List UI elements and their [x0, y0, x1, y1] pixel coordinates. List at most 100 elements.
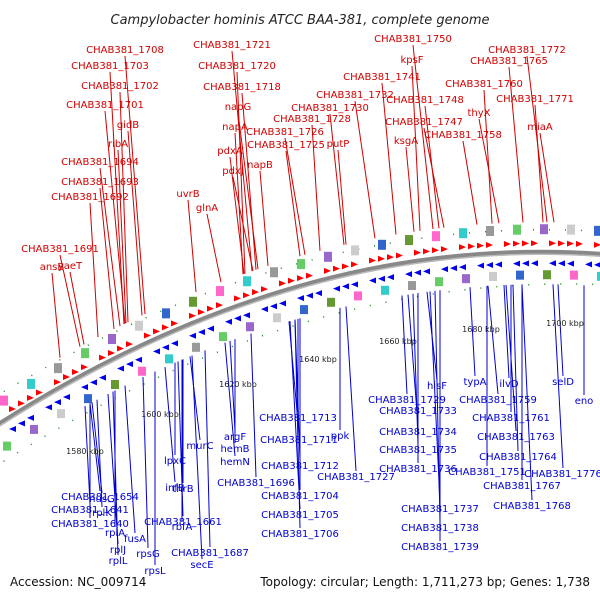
- reverse-gene-label: CHAB381_1712: [261, 461, 339, 472]
- feature-box: [405, 235, 413, 246]
- feature-box: [54, 363, 62, 374]
- reverse-gene: [477, 262, 484, 269]
- feature-box: [570, 270, 578, 280]
- reverse-gene: [189, 332, 196, 339]
- reverse-gene: [171, 340, 178, 347]
- genome-backbone: [0, 249, 600, 427]
- forward-gene: [333, 265, 340, 272]
- feature-box: [57, 409, 65, 419]
- forward-gene: [594, 241, 600, 248]
- forward-leader-line: [187, 199, 197, 292]
- reverse-leader-line: [89, 403, 101, 492]
- feature-box: [543, 270, 551, 280]
- forward-gene: [423, 248, 430, 255]
- forward-gene: [54, 379, 61, 386]
- feature-box: [27, 378, 35, 389]
- reverse-gene-label: eno: [575, 396, 594, 407]
- reverse-gene: [450, 265, 457, 272]
- feature-box: [594, 225, 600, 236]
- forward-leader-line: [99, 187, 115, 330]
- forward-gene-label: CHAB381_1692: [51, 192, 129, 203]
- reverse-gene: [135, 356, 142, 363]
- reverse-gene: [162, 344, 169, 351]
- reverse-gene: [90, 379, 97, 386]
- forward-gene: [288, 277, 295, 284]
- reverse-leader-line: [469, 287, 476, 377]
- forward-gene: [558, 240, 565, 247]
- feature-box: [435, 277, 443, 287]
- forward-leader-line: [539, 132, 555, 223]
- reverse-leader-line: [250, 333, 257, 478]
- forward-gene-label: CHAB381_1732: [316, 90, 394, 101]
- forward-gene-label: CHAB381_1748: [386, 95, 464, 106]
- forward-gene-label: CHAB381_1771: [496, 94, 574, 105]
- feature-box: [459, 228, 467, 239]
- forward-gene: [162, 324, 169, 331]
- reverse-leader-line: [345, 306, 357, 472]
- forward-leader-line: [462, 140, 478, 225]
- forward-gene-label: pdxJ: [222, 166, 244, 177]
- forward-gene-label: CHAB381_1772: [488, 45, 566, 56]
- reverse-gene-label: rpsG: [136, 549, 159, 560]
- reverse-gene-label: CHAB381_1654: [61, 492, 139, 503]
- reverse-gene: [45, 404, 52, 411]
- forward-leader-line: [236, 71, 246, 274]
- forward-leader-line: [259, 170, 269, 266]
- reverse-gene: [558, 260, 565, 267]
- reverse-gene-label: CHAB381_1687: [171, 548, 249, 559]
- forward-leader-line: [237, 112, 259, 270]
- reverse-gene: [279, 300, 286, 307]
- feature-box: [597, 271, 600, 281]
- forward-gene-label: CHAB381_1702: [81, 81, 159, 92]
- reverse-gene-label: hisF: [427, 381, 447, 392]
- feature-box: [162, 308, 170, 319]
- reverse-gene-label: ilvD: [499, 379, 518, 390]
- forward-gene-label: CHAB381_1703: [71, 61, 149, 72]
- forward-leader-line: [117, 149, 127, 324]
- reverse-gene-label: CHAB381_1735: [379, 445, 457, 456]
- forward-gene-label: uvrB: [176, 189, 199, 200]
- reverse-gene: [198, 329, 205, 336]
- forward-gene-label: CHAB381_1758: [424, 130, 502, 141]
- reverse-gene-label: CHAB381_1767: [483, 481, 561, 492]
- reverse-gene: [342, 283, 349, 290]
- label-leader-lines: [51, 44, 585, 565]
- forward-gene-label: CHAB381_1718: [203, 82, 281, 93]
- reverse-gene: [63, 394, 70, 401]
- reverse-gene: [243, 312, 250, 319]
- reverse-gene-label: rplK: [92, 508, 112, 519]
- reverse-gene: [153, 348, 160, 355]
- reverse-leader-line: [164, 366, 176, 483]
- forward-leader-line: [534, 104, 544, 223]
- forward-gene-label: CHAB381_1765: [470, 56, 548, 67]
- forward-gene: [27, 394, 34, 401]
- forward-leader-line: [311, 124, 321, 251]
- forward-gene: [459, 244, 466, 251]
- forward-gene: [153, 328, 160, 335]
- reverse-gene-label: CHAB381_1704: [261, 491, 339, 502]
- reverse-leader-line: [557, 284, 564, 377]
- reverse-gene-label: rbfA: [172, 522, 193, 533]
- reverse-gene: [513, 260, 520, 267]
- forward-gene-label: ribA: [108, 139, 128, 150]
- forward-leader-line: [99, 167, 121, 327]
- forward-gene: [99, 354, 106, 361]
- scale-label: 1600 kbp: [141, 410, 179, 419]
- forward-gene-label: ansB: [40, 262, 65, 273]
- reverse-gene: [333, 285, 340, 292]
- forward-gene-label: CHAB381_1694: [61, 157, 139, 168]
- reverse-leader-line: [503, 285, 510, 379]
- reverse-gene-label: CHAB381_1736: [379, 464, 457, 475]
- forward-gene: [108, 350, 115, 357]
- feature-box: [216, 286, 224, 297]
- forward-gene-label: napG: [225, 102, 252, 113]
- forward-leader-line: [483, 89, 493, 224]
- reverse-leader-line: [512, 284, 519, 452]
- reverse-gene-label: CHAB381_1729: [368, 395, 446, 406]
- reverse-gene: [117, 365, 124, 372]
- reverse-gene-label: CHAB381_1733: [379, 406, 457, 417]
- feature-box: [84, 394, 92, 404]
- reverse-gene: [567, 260, 574, 267]
